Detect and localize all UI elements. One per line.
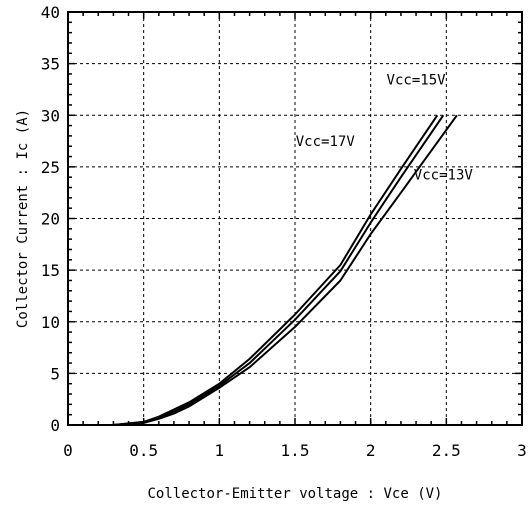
x-tick-label: 0.5 bbox=[129, 441, 158, 460]
series-label-vcc-17v: Vcc=17V bbox=[296, 134, 356, 150]
y-tick-label: 10 bbox=[41, 313, 60, 332]
x-tick-label: 3 bbox=[517, 441, 527, 460]
grid-lines bbox=[68, 12, 522, 425]
series-label-vcc-13v: Vcc=13V bbox=[414, 167, 474, 183]
data-series bbox=[113, 114, 458, 426]
y-axis-title: Collector Current : Ic (A) bbox=[15, 109, 31, 328]
y-tick-label: 25 bbox=[41, 158, 60, 177]
y-axis-tick-labels: 0 5 10 15 20 25 30 35 40 bbox=[41, 3, 60, 435]
y-tick-label: 0 bbox=[50, 416, 60, 435]
y-tick-label: 20 bbox=[41, 210, 60, 229]
y-tick-label: 5 bbox=[50, 364, 60, 383]
x-axis-tick-labels: 0 0.5 1 1.5 2 2.5 3 bbox=[63, 441, 527, 460]
x-tick-label: 0 bbox=[63, 441, 73, 460]
x-axis-title: Collector-Emitter voltage : Vce (V) bbox=[147, 486, 442, 502]
series-labels: Vcc=17V Vcc=15V Vcc=13V bbox=[296, 72, 474, 183]
y-tick-label: 30 bbox=[41, 106, 60, 125]
x-tick-label: 2.5 bbox=[432, 441, 461, 460]
x-tick-label: 1.5 bbox=[281, 441, 310, 460]
x-tick-label: 1 bbox=[215, 441, 225, 460]
series-line-vcc-13v bbox=[113, 114, 458, 426]
series-label-vcc-15v: Vcc=15V bbox=[387, 72, 447, 88]
x-tick-label: 2 bbox=[366, 441, 376, 460]
y-tick-label: 15 bbox=[41, 261, 60, 280]
y-tick-label: 40 bbox=[41, 3, 60, 22]
plot-frame bbox=[67, 11, 523, 426]
y-tick-label: 35 bbox=[41, 55, 60, 74]
